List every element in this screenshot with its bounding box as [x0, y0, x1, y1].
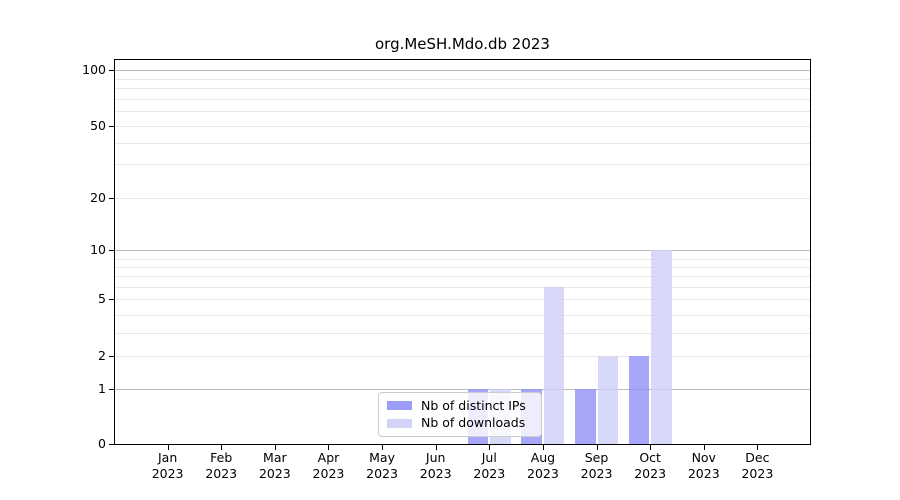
gridline-minor-40: [115, 142, 810, 144]
x-tick-label-nov: Nov 2023: [687, 450, 720, 481]
gridline-minor-5: [115, 299, 810, 300]
y-tick-mark-1: [109, 388, 114, 390]
gridline-minor-70: [115, 99, 810, 100]
x-tick-label-jul: Jul 2023: [473, 450, 506, 481]
x-tick-label-oct: Oct 2023: [634, 450, 667, 481]
gridline-minor-20: [115, 197, 810, 199]
x-tick-mark-apr: [328, 445, 330, 450]
y-tick-label-20: 20: [90, 189, 106, 205]
x-tick-label-jan: Jan 2023: [151, 450, 184, 481]
x-tick-mark-jul: [489, 445, 491, 450]
legend-label-downloads: Nb of downloads: [421, 415, 526, 431]
y-tick-label-10: 10: [90, 241, 106, 257]
y-tick-mark-5: [109, 299, 114, 300]
bar-sep-distinct-ips: [575, 388, 596, 444]
y-tick-label-5: 5: [98, 291, 106, 306]
gridline-minor-3: [115, 333, 810, 334]
gridline-minor-30: [115, 164, 810, 166]
x-tick-label-dec: Dec 2023: [741, 450, 774, 481]
gridline-major-100: [115, 70, 810, 71]
gridline-minor-7: [115, 275, 810, 277]
y-tick-label-100: 100: [82, 62, 106, 77]
y-tick-mark-20: [109, 197, 114, 199]
chart-title: org.MeSH.Mdo.db 2023: [375, 35, 550, 53]
gridline-minor-2: [115, 356, 810, 358]
y-tick-mark-100: [109, 70, 114, 71]
legend-label-distinct-ips: Nb of distinct IPs: [421, 397, 526, 413]
gridline-minor-6: [115, 286, 810, 288]
x-tick-label-feb: Feb 2023: [205, 450, 238, 481]
x-tick-label-aug: Aug 2023: [527, 450, 559, 481]
bar-oct-downloads: [651, 249, 672, 444]
gridline-major-1: [115, 388, 810, 390]
x-tick-mark-feb: [221, 445, 223, 450]
x-tick-mark-jan: [167, 445, 169, 450]
legend-swatch-distinct-ips: [387, 401, 412, 411]
y-tick-mark-0: [109, 444, 114, 445]
y-tick-label-50: 50: [90, 117, 106, 133]
y-tick-label-1: 1: [98, 380, 106, 396]
x-tick-label-apr: Apr 2023: [312, 450, 345, 481]
gridline-major-10: [115, 249, 810, 251]
gridline-minor-8: [115, 267, 810, 268]
y-tick-label-0: 0: [98, 436, 106, 451]
x-tick-mark-may: [382, 445, 384, 450]
x-tick-mark-mar: [274, 445, 276, 450]
x-tick-label-mar: Mar 2023: [258, 450, 291, 481]
gridline-minor-4: [115, 314, 810, 316]
x-tick-mark-aug: [542, 445, 544, 450]
x-tick-mark-oct: [650, 445, 652, 450]
bar-oct-distinct-ips: [628, 356, 650, 444]
legend: Nb of distinct IPs Nb of downloads: [378, 392, 542, 437]
x-tick-mark-sep: [596, 445, 598, 450]
y-tick-mark-50: [109, 125, 114, 127]
gridline-minor-60: [115, 111, 810, 112]
y-tick-label-2: 2: [98, 348, 106, 364]
x-tick-mark-nov: [703, 445, 705, 450]
y-tick-mark-2: [109, 356, 114, 358]
x-tick-mark-dec: [757, 445, 759, 450]
x-tick-mark-jun: [435, 445, 437, 450]
x-tick-label-jun: Jun 2023: [419, 450, 452, 481]
gridline-minor-90: [115, 78, 810, 80]
legend-swatch-downloads: [387, 418, 412, 428]
bar-sep-downloads: [597, 356, 619, 444]
x-tick-label-sep: Sep 2023: [580, 450, 613, 481]
x-tick-label-may: May 2023: [366, 450, 398, 481]
gridline-minor-80: [115, 87, 810, 89]
y-tick-mark-10: [109, 249, 114, 251]
gridline-minor-50: [115, 125, 810, 127]
plot-area: Nb of distinct IPs Nb of downloads: [114, 59, 811, 445]
bar-aug-downloads: [543, 286, 565, 444]
legend-item-distinct-ips: Nb of distinct IPs: [387, 397, 533, 413]
gridline-minor-9: [115, 259, 810, 260]
legend-item-downloads: Nb of downloads: [387, 416, 533, 430]
